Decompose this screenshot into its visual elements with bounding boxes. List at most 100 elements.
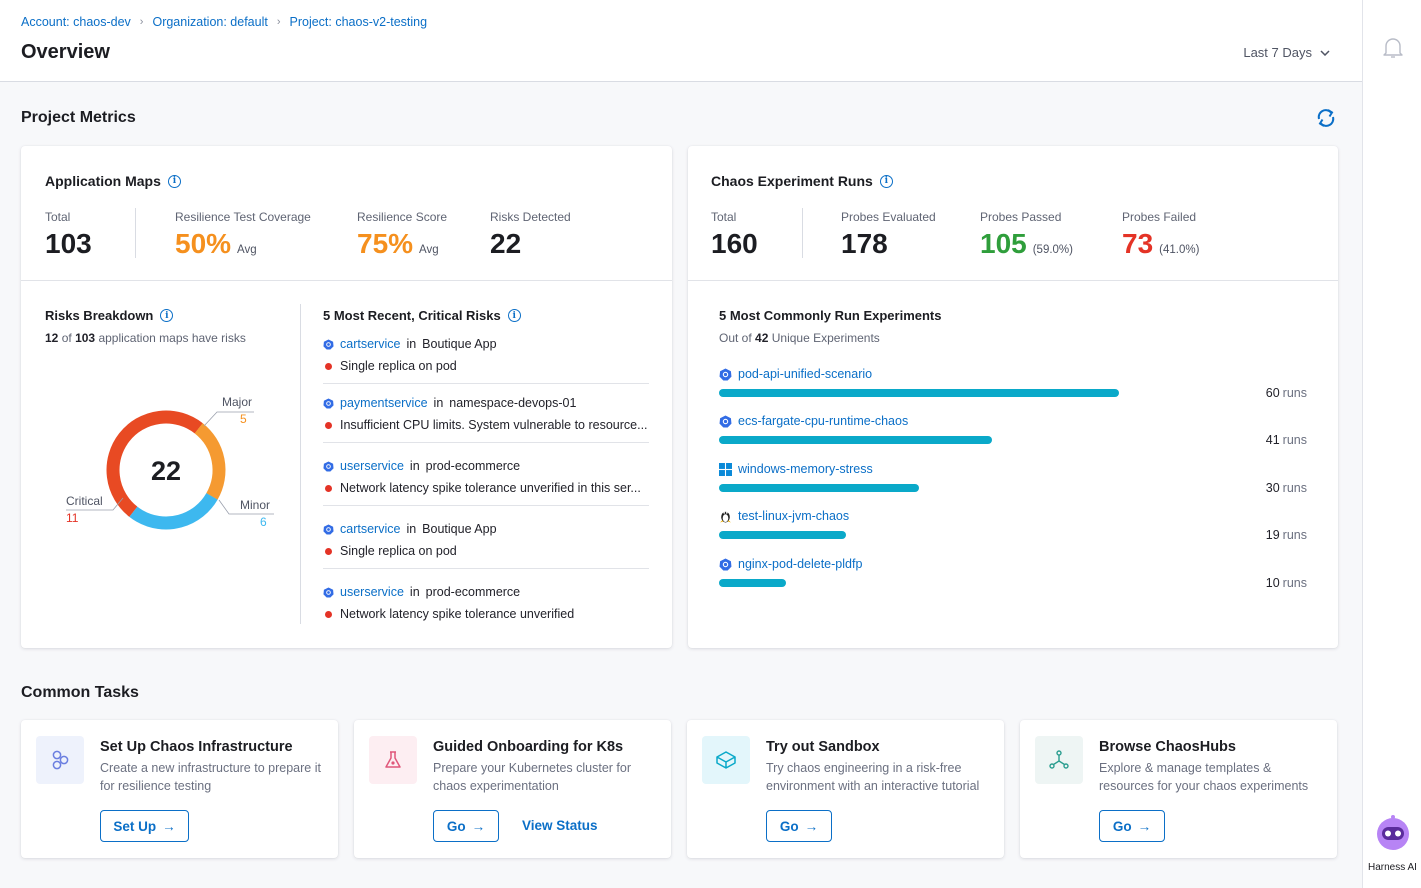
- coverage-number: 50%: [175, 228, 232, 259]
- runs-number: 41: [1265, 433, 1280, 447]
- minor-leader-line: [218, 499, 274, 515]
- breadcrumb-organization[interactable]: Organization: default: [152, 15, 268, 29]
- experiment-runs-bar: [719, 484, 919, 492]
- chevron-down-icon: [1320, 49, 1330, 56]
- application-maps-title: Application Maps i: [45, 173, 181, 189]
- info-icon[interactable]: i: [167, 174, 181, 188]
- risk-description-line: Single replica on pod: [323, 359, 649, 373]
- coverage-value: 50% Avg: [175, 228, 257, 260]
- risk-description-line: Single replica on pod: [323, 544, 649, 558]
- experiment-link[interactable]: ecs-fargate-cpu-runtime-chaos: [719, 414, 908, 428]
- divider: [323, 568, 649, 569]
- runs-number: 30: [1265, 481, 1280, 495]
- critical-risks-title: 5 Most Recent, Critical Risks i: [323, 308, 521, 323]
- arrow-right-icon: →: [471, 818, 486, 834]
- donut-segment-minor[interactable]: [94, 398, 239, 543]
- risk-service-line: cartservice in Boutique App: [323, 337, 649, 351]
- refresh-icon[interactable]: [1314, 107, 1338, 129]
- page-title: Overview: [21, 41, 110, 63]
- task-card-sandbox: Try out Sandbox Try chaos engineering in…: [687, 720, 1004, 858]
- app-maps-total-number: 103: [45, 228, 92, 259]
- risk-in-text: in: [406, 522, 417, 536]
- info-icon[interactable]: i: [879, 174, 893, 188]
- risk-service-link[interactable]: cartservice: [340, 337, 401, 351]
- probes-failed-label: Probes Failed: [1122, 210, 1197, 224]
- task-title: Set Up Chaos Infrastructure: [100, 739, 293, 755]
- kubernetes-icon: [323, 397, 334, 409]
- resilience-score-label: Resilience Score: [357, 210, 448, 224]
- bell-icon[interactable]: [1382, 36, 1404, 60]
- experiment-link[interactable]: pod-api-unified-scenario: [719, 367, 872, 381]
- setup-button[interactable]: Set Up →: [100, 810, 189, 842]
- critical-dot-icon: [325, 547, 332, 555]
- risk-service-link[interactable]: paymentservice: [340, 396, 428, 410]
- risks-summary-count: 12: [45, 331, 59, 345]
- experiment-runs-count: 41 runs: [1266, 433, 1307, 447]
- runs-number: 60: [1265, 386, 1280, 400]
- task-description: Create a new infrastructure to prepare i…: [100, 761, 321, 793]
- risks-detected-label: Risks Detected: [490, 210, 571, 224]
- date-range-dropdown[interactable]: Last 7 Days: [1243, 45, 1330, 60]
- application-maps-card: Application Maps i Total 103 Resilience …: [21, 146, 672, 648]
- app-maps-total-label: Total: [45, 210, 71, 224]
- harness-ai-button[interactable]: [1375, 814, 1411, 852]
- kubernetes-icon: [323, 586, 334, 598]
- runs-total-label: Total: [711, 210, 737, 224]
- runs-total-value: 160: [711, 228, 758, 260]
- chaoshubs-go-button[interactable]: Go →: [1099, 810, 1165, 842]
- info-icon[interactable]: i: [160, 309, 174, 322]
- risk-description: Single replica on pod: [340, 544, 457, 558]
- runs-unit: runs: [1282, 386, 1307, 400]
- info-icon[interactable]: i: [507, 309, 521, 322]
- breadcrumb-project[interactable]: Project: chaos-v2-testing: [289, 15, 428, 29]
- risk-description-line: Insufficient CPU limits. System vulnerab…: [323, 418, 649, 432]
- experiment-link[interactable]: nginx-pod-delete-pldfp: [719, 557, 862, 571]
- experiment-runs-count: 10 runs: [1266, 576, 1307, 590]
- risks-detected-value: 22: [490, 228, 521, 260]
- breadcrumb: Account: chaos-dev › Organization: defau…: [21, 15, 427, 29]
- experiment-runs-count: 60 runs: [1266, 386, 1307, 400]
- application-maps-title-text: Application Maps: [45, 173, 161, 189]
- probes-evaluated-value: 178: [841, 228, 888, 260]
- critical-risks-title-text: 5 Most Recent, Critical Risks: [323, 308, 501, 323]
- experiment-link[interactable]: test-linux-jvm-chaos: [719, 509, 849, 523]
- experiment-name: pod-api-unified-scenario: [738, 367, 873, 381]
- onboarding-go-button[interactable]: Go →: [433, 810, 499, 842]
- experiment-runs-bar: [719, 436, 992, 444]
- experiment-link[interactable]: windows-memory-stress: [719, 462, 873, 476]
- risks-summary-total: 103: [75, 331, 96, 345]
- risk-location: namespace-devops-01: [449, 396, 577, 410]
- risk-service-line: userservice in prod-ecommerce: [323, 459, 649, 473]
- probes-failed-number: 73: [1122, 228, 1154, 259]
- experiment-row: windows-memory-stress 30 runs: [719, 462, 1309, 498]
- task-card-guided-onboarding: Guided Onboarding for K8s Prepare your K…: [354, 720, 671, 858]
- experiment-row: nginx-pod-delete-pldfp 10 runs: [719, 557, 1309, 593]
- experiment-row: pod-api-unified-scenario 60 runs: [719, 367, 1309, 403]
- divider: [323, 383, 649, 384]
- experiment-name: ecs-fargate-cpu-runtime-chaos: [738, 414, 909, 428]
- risk-location: Boutique App: [422, 337, 497, 351]
- divider: [135, 208, 136, 258]
- donut-segment-major[interactable]: [92, 396, 241, 545]
- arrow-right-icon: →: [1137, 818, 1152, 834]
- runs-total-number: 160: [711, 228, 758, 259]
- risk-service-line: paymentservice in namespace-devops-01: [323, 396, 649, 410]
- risk-service-line: userservice in prod-ecommerce: [323, 585, 649, 599]
- task-description: Explore & manage templates & resources f…: [1099, 761, 1309, 793]
- risk-service-link[interactable]: userservice: [340, 585, 404, 599]
- common-experiments-title: 5 Most Commonly Run Experiments: [719, 308, 942, 323]
- risk-service-link[interactable]: cartservice: [340, 522, 401, 536]
- risks-breakdown-title: Risks Breakdown i: [45, 308, 174, 323]
- experiment-runs-card: Chaos Experiment Runs i Total 160 Probes…: [688, 146, 1338, 648]
- experiments-subtitle-count: 42: [755, 331, 769, 345]
- risk-service-link[interactable]: userservice: [340, 459, 404, 473]
- sandbox-go-button[interactable]: Go →: [766, 810, 832, 842]
- probes-passed-value: 105 (59.0%): [980, 228, 1073, 260]
- risk-list-item: userservice in prod-ecommerce Network laten…: [323, 459, 649, 495]
- breadcrumb-account[interactable]: Account: chaos-dev: [21, 15, 131, 29]
- right-rail: Harness AI: [1362, 0, 1421, 888]
- main-content: Account: chaos-dev › Organization: defau…: [0, 15, 1362, 858]
- view-status-link[interactable]: View Status: [522, 818, 598, 833]
- critical-dot-icon: [325, 362, 332, 370]
- task-card-setup-infrastructure: Set Up Chaos Infrastructure Create a new…: [21, 720, 338, 858]
